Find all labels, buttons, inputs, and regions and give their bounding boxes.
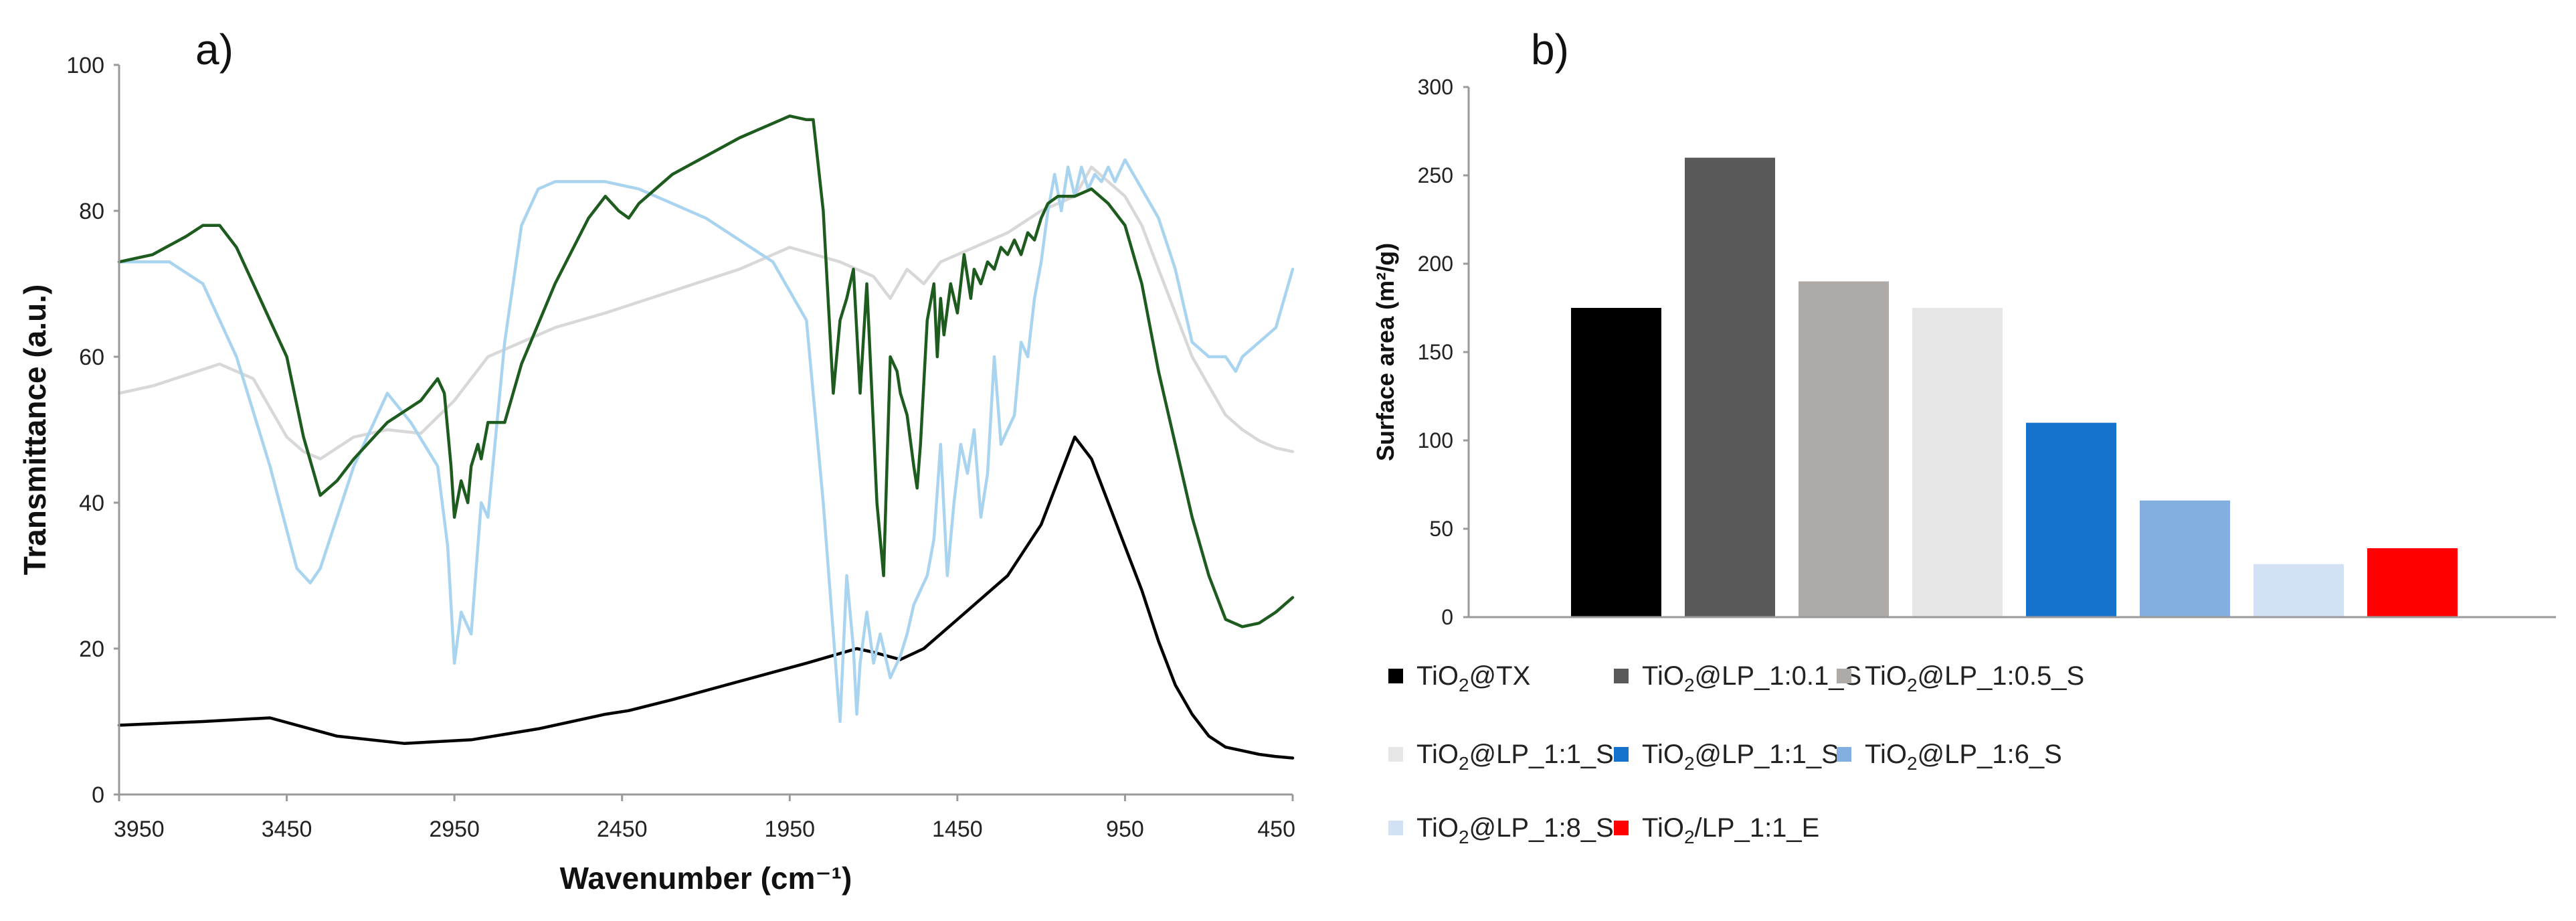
ftir-y-ticks: 0 20 40 60 80 100: [66, 53, 119, 808]
legend-item-3: TiO2@LP_1:0.5_S: [1837, 661, 2084, 695]
ftir-y-tick-label: 60: [79, 345, 104, 370]
ftir-y-tick-label: 0: [92, 782, 104, 808]
surface-area-bar-7: [2253, 564, 2344, 617]
ftir-y-tick-label: 100: [66, 53, 104, 78]
ftir-x-ticks: 3950 3450 2950 2450 1950 1450 950 450: [114, 794, 1295, 842]
surface-area-bar-5: [2026, 422, 2116, 617]
panel-b-label: b): [1531, 25, 1569, 74]
legend-label: TiO2@LP_1:6_S: [1865, 740, 2062, 774]
legend-swatch: [1614, 747, 1629, 762]
ftir-x-tick-label: 3450: [262, 817, 312, 842]
ftir-x-tick-label: 2450: [597, 817, 648, 842]
surface-area-bar-8: [2367, 548, 2458, 617]
ftir-series-line-1: [117, 435, 1295, 760]
surface-area-y-tick-label: 250: [1418, 163, 1453, 187]
surface-area-y-tick-label: 50: [1429, 517, 1453, 541]
legend-swatch: [1388, 669, 1403, 683]
surface-area-y-ticks: 0 50 100 150 200 250 300: [1418, 75, 1469, 629]
ftir-chart: a) 0 20 40 60 80 100 3950 3450 2950 2450 1950 1450…: [17, 25, 1295, 896]
surface-area-bar-4: [1912, 308, 2003, 617]
ftir-series-line-4: [117, 114, 1295, 629]
surface-area-chart: b) 0 50 100 150 200 250 300 Surface area (m²/g…: [1372, 25, 2556, 847]
surface-area-bar-1: [1571, 308, 1661, 617]
surface-area-bar-6: [2140, 500, 2230, 617]
legend-swatch: [1388, 821, 1403, 835]
legend-swatch: [1614, 821, 1629, 835]
surface-area-y-axis-title: Surface area (m²/g): [1372, 243, 1399, 461]
surface-area-bars: [1571, 157, 2458, 618]
surface-area-bar-3: [1799, 281, 1889, 617]
ftir-x-tick-label: 450: [1257, 817, 1295, 842]
ftir-y-tick-label: 20: [79, 637, 104, 662]
legend-label: TiO2@LP_1:0.5_S: [1865, 661, 2084, 695]
surface-area-y-tick-label: 200: [1418, 252, 1453, 276]
ftir-y-axis-title: Transmittance (a.u.): [17, 284, 52, 576]
ftir-x-tick-label: 1950: [764, 817, 815, 842]
surface-area-y-tick-label: 0: [1441, 605, 1453, 629]
surface-area-y-tick-label: 100: [1418, 428, 1453, 452]
legend-label: TiO2@TX: [1416, 661, 1530, 695]
surface-area-y-tick-label: 150: [1418, 340, 1453, 364]
panel-a-label: a): [195, 25, 234, 74]
surface-area-bar-2: [1685, 157, 1775, 618]
legend-label: TiO2@LP_1:0.1_S: [1642, 661, 1861, 695]
legend-item-7: TiO2@LP_1:8_S: [1388, 813, 1614, 847]
legend-item-8: TiO2/LP_1:1_E: [1614, 813, 1819, 847]
legend-item-4: TiO2@LP_1:1_S: [1388, 740, 1614, 774]
legend-label: TiO2@LP_1:1_S: [1642, 740, 1839, 774]
ftir-x-axis-title: Wavenumber (cm⁻¹): [560, 861, 852, 896]
ftir-series-group: [117, 114, 1295, 760]
ftir-series-line-3: [117, 158, 1295, 724]
ftir-x-tick-label: 3950: [114, 817, 165, 842]
ftir-x-tick-label: 2950: [429, 817, 480, 842]
legend-item-2: TiO2@LP_1:0.1_S: [1614, 661, 1861, 695]
legend-swatch: [1837, 669, 1851, 683]
legend-item-1: TiO2@TX: [1388, 661, 1530, 695]
legend-label: TiO2@LP_1:1_S: [1416, 740, 1614, 774]
legend-label: TiO2/LP_1:1_E: [1642, 813, 1819, 847]
surface-area-y-tick-label: 300: [1418, 75, 1453, 99]
ftir-series-line-2: [117, 165, 1295, 460]
ftir-y-tick-label: 80: [79, 199, 104, 224]
legend-swatch: [1388, 747, 1403, 762]
legend-swatch: [1614, 669, 1629, 683]
ftir-x-tick-label: 1450: [932, 817, 983, 842]
surface-area-legend: TiO2@TX TiO2@LP_1:0.1_S TiO2@LP_1:0.5_S TiO…: [1388, 661, 2084, 847]
legend-item-6: TiO2@LP_1:6_S: [1837, 740, 2062, 774]
legend-label: TiO2@LP_1:8_S: [1416, 813, 1614, 847]
legend-swatch: [1837, 747, 1851, 762]
ftir-y-tick-label: 40: [79, 491, 104, 516]
ftir-axes: [118, 65, 1293, 796]
ftir-x-tick-label: 950: [1106, 817, 1144, 842]
legend-item-5: TiO2@LP_1:1_S: [1614, 740, 1839, 774]
